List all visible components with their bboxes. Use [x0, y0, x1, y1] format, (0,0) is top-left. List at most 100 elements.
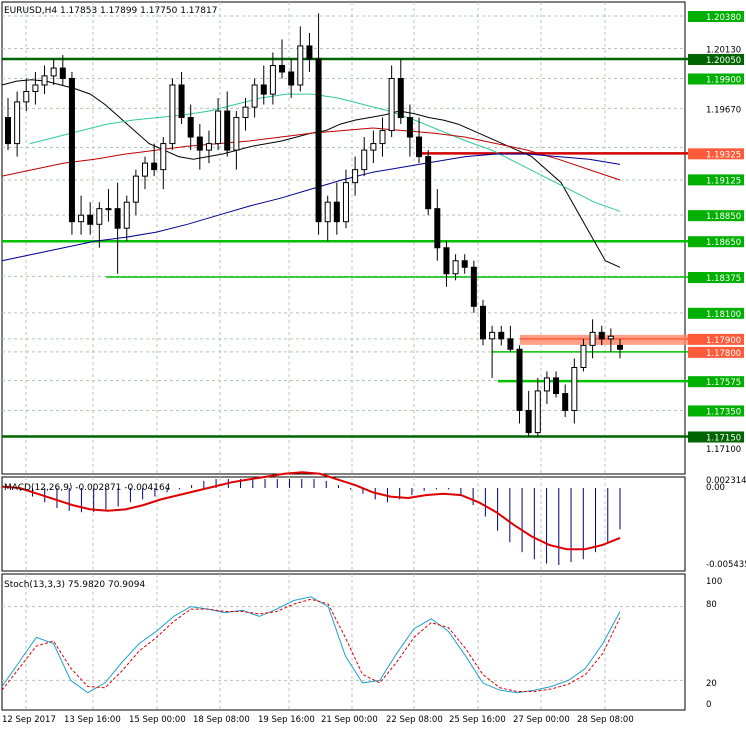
price-label: 1.20130: [706, 46, 741, 56]
candle-body: [114, 208, 121, 229]
stoch-main-line: [1, 596, 621, 694]
candle-body: [215, 110, 222, 145]
candle-body: [562, 393, 569, 411]
candle-body: [32, 84, 39, 93]
time-label: 13 Sep 16:00: [64, 715, 121, 725]
candle-body: [543, 377, 550, 392]
support-resistance-levels: [2, 57, 688, 438]
moving-averages: [1, 79, 621, 268]
price-tag: [688, 73, 744, 85]
candle-body: [617, 344, 623, 350]
price-tag-label: 1.18100: [706, 310, 741, 320]
price-tag: [688, 405, 744, 417]
macd-axis-label: 0.00: [706, 483, 725, 493]
price-tag-label: 1.19125: [706, 176, 741, 186]
candle-body: [279, 64, 286, 73]
moving-average-line: [1, 79, 621, 268]
time-label: 12 Sep 2017: [2, 715, 56, 725]
candle-body: [196, 136, 203, 151]
stochastic-panel: [1, 596, 685, 694]
time-label: 21 Sep 00:00: [321, 715, 378, 725]
candle-body: [41, 75, 48, 86]
candle-body: [352, 169, 359, 184]
candle-body: [14, 101, 21, 145]
price-tag-label: 1.17575: [706, 378, 741, 388]
candle-body: [297, 45, 304, 86]
pane-frame: [1, 476, 686, 572]
symbol-header: EURUSD,H4 1.17853 1.17899 1.17750 1.1781…: [4, 6, 217, 16]
price-tag-label: 1.18650: [706, 238, 741, 248]
price-tag: [688, 11, 744, 22]
time-label: 28 Sep 08:00: [577, 715, 634, 725]
price-tag: [688, 431, 744, 443]
candle-body: [269, 64, 276, 95]
stoch-axis-label: 100: [706, 577, 722, 587]
time-axis: 12 Sep 2017 13 Sep 16:00 15 Sep 00:00 18 Se…: [2, 715, 634, 725]
candle-body: [553, 377, 560, 395]
price-tag-label: 1.20380: [706, 13, 741, 23]
time-label: 15 Sep 00:00: [129, 715, 186, 725]
candle-body: [160, 143, 167, 171]
candle-body: [123, 201, 130, 229]
candle-body: [370, 143, 377, 151]
candle-body: [242, 106, 249, 119]
macd-axis-label: 0.002314: [706, 476, 746, 486]
candle-body: [498, 331, 505, 340]
candle-body: [68, 77, 75, 223]
price-tag-label: 1.17800: [706, 349, 741, 359]
candle-body: [251, 84, 258, 108]
candle-body: [187, 117, 194, 138]
price-label: 1.19670: [706, 105, 741, 115]
price-tag: [688, 376, 744, 388]
candle-body: [470, 266, 477, 307]
time-label: 19 Sep 16:00: [258, 715, 315, 725]
candle-body: [260, 84, 267, 95]
candle-body: [78, 214, 85, 223]
candle-body: [87, 214, 94, 225]
time-label: 22 Sep 08:00: [386, 715, 443, 725]
price-tag-label: 1.19325: [706, 150, 741, 160]
price-tag: [688, 210, 744, 222]
candle-body: [178, 84, 185, 119]
candle-body: [580, 344, 587, 368]
stoch-axis-label: 80: [706, 600, 717, 610]
candle-body: [379, 130, 386, 145]
candle-body: [105, 208, 112, 211]
macd-axis-label: -0.005435: [706, 560, 746, 570]
candle-body: [315, 58, 322, 223]
price-tag: [688, 148, 744, 160]
price-tag: [688, 307, 744, 319]
candle-body: [388, 77, 395, 132]
price-candles: [5, 13, 623, 437]
candle-body: [425, 156, 432, 210]
candle-body: [516, 348, 523, 411]
candle-body: [151, 162, 158, 171]
candle-body: [142, 162, 149, 177]
price-tag-label: 1.17150: [706, 433, 741, 443]
price-tag-label: 1.18850: [706, 212, 741, 222]
macd-signal-line: [1, 471, 621, 551]
candle-body: [224, 110, 231, 151]
candle-body: [333, 201, 340, 223]
price-tag: [688, 333, 744, 345]
price-tag-label: 1.19900: [706, 75, 741, 85]
candle-body: [571, 366, 578, 411]
time-label: 18 Sep 08:00: [193, 715, 250, 725]
pane-frame: [1, 1, 686, 475]
candle-body: [489, 331, 496, 340]
candle-body: [507, 338, 514, 350]
stoch-axis-label: 0: [706, 700, 711, 710]
time-label: 25 Sep 16:00: [449, 715, 506, 725]
candle-body: [434, 208, 441, 249]
macd-title: MACD(12,26,9) -0.002871 -0.004164: [4, 483, 171, 493]
price-tag: [688, 346, 744, 358]
price-tag-label: 1.18375: [706, 274, 741, 284]
moving-average-line: [1, 153, 621, 262]
price-tag: [688, 53, 744, 65]
candle-body: [589, 331, 596, 346]
moving-average-line: [29, 93, 621, 212]
price-tag: [688, 174, 744, 186]
candle-body: [288, 71, 295, 86]
